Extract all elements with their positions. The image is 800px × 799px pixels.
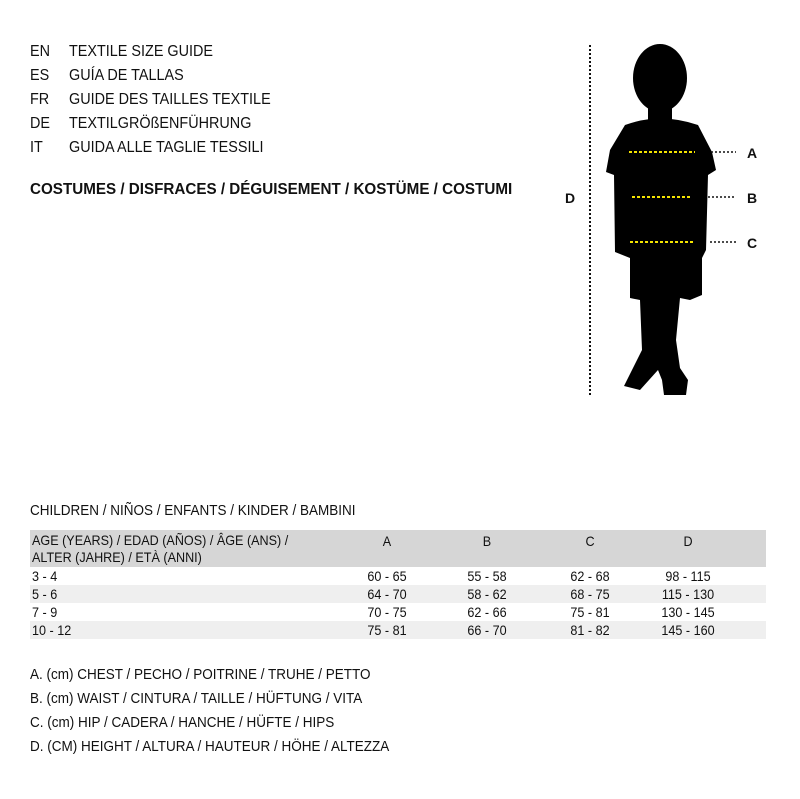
lang-code: DE — [30, 115, 51, 132]
size-cell: 62 - 68 — [570, 568, 610, 584]
lang-code: IT — [30, 139, 43, 156]
legend-a: A. (cm) CHEST / PECHO / POITRINE / TRUHE… — [30, 666, 371, 683]
size-cell: 130 - 145 — [661, 604, 715, 620]
lang-code: FR — [30, 91, 50, 108]
age-cell: 10 - 12 — [32, 622, 72, 638]
lang-title: GUIDA ALLE TAGLIE TESSILI — [69, 139, 264, 156]
label-d: D — [565, 190, 575, 206]
label-a: A — [747, 145, 757, 161]
header-a: A — [382, 533, 392, 549]
age-cell: 7 - 9 — [32, 604, 58, 620]
size-cell: 115 - 130 — [661, 586, 715, 602]
size-cell: 58 - 62 — [467, 586, 507, 602]
table-row: 3 - 4 60 - 65 55 - 58 62 - 68 98 - 115 — [30, 567, 766, 585]
size-cell: 55 - 58 — [467, 568, 507, 584]
size-cell: 81 - 82 — [570, 622, 610, 638]
age-cell: 3 - 4 — [32, 568, 58, 584]
child-silhouette — [606, 44, 716, 395]
size-cell: 62 - 66 — [467, 604, 507, 620]
size-cell: 98 - 115 — [665, 568, 711, 584]
age-header: AGE (YEARS) / EDAD (AÑOS) / ÂGE (ANS) / A… — [32, 532, 288, 566]
size-cell: 68 - 75 — [570, 586, 610, 602]
age-cell: 5 - 6 — [32, 586, 58, 602]
lang-title: TEXTILE SIZE GUIDE — [69, 43, 214, 60]
table-header: AGE (YEARS) / EDAD (AÑOS) / ÂGE (ANS) / A… — [30, 530, 766, 567]
table-row: 5 - 6 64 - 70 58 - 62 68 - 75 115 - 130 — [30, 585, 766, 603]
age-header-line1: AGE (YEARS) / EDAD (AÑOS) / ÂGE (ANS) / — [32, 532, 289, 548]
size-cell: 66 - 70 — [467, 622, 507, 638]
category-heading: COSTUMES / DISFRACES / DÉGUISEMENT / KOS… — [30, 181, 513, 198]
table-title: CHILDREN / NIÑOS / ENFANTS / KINDER / BA… — [30, 502, 356, 519]
header-b: B — [482, 533, 492, 549]
lang-code: EN — [30, 43, 51, 60]
child-silhouette-diagram: A B C D — [565, 44, 757, 395]
legend-d: D. (CM) HEIGHT / ALTURA / HAUTEUR / HÖHE… — [30, 738, 390, 755]
measure-lines — [629, 151, 695, 243]
legend-b: B. (cm) WAIST / CINTURA / TAILLE / HÜFTU… — [30, 690, 363, 707]
table-row: 7 - 9 70 - 75 62 - 66 75 - 81 130 - 145 — [30, 603, 766, 621]
size-table: AGE (YEARS) / EDAD (AÑOS) / ÂGE (ANS) / A… — [30, 530, 766, 639]
legend-c: C. (cm) HIP / CADERA / HANCHE / HÜFTE / … — [30, 714, 335, 731]
lang-code: ES — [30, 67, 50, 84]
table-row: 10 - 12 75 - 81 66 - 70 81 - 82 145 - 160 — [30, 621, 766, 639]
lang-title: GUIDE DES TAILLES TEXTILE — [69, 91, 271, 108]
size-cell: 70 - 75 — [367, 604, 407, 620]
size-cell: 145 - 160 — [661, 622, 715, 638]
header-c: C — [585, 533, 595, 549]
age-header-line2: ALTER (JAHRE) / ETÀ (ANNI) — [32, 549, 202, 565]
lang-title: TEXTILGRÖßENFÜHRUNG — [69, 115, 252, 132]
label-b: B — [747, 190, 757, 206]
label-c: C — [747, 235, 757, 251]
size-cell: 75 - 81 — [367, 622, 407, 638]
size-cell: 75 - 81 — [570, 604, 610, 620]
size-cell: 60 - 65 — [367, 568, 407, 584]
size-cell: 64 - 70 — [367, 586, 407, 602]
lang-title: GUÍA DE TALLAS — [69, 67, 184, 84]
header-d: D — [683, 533, 693, 549]
